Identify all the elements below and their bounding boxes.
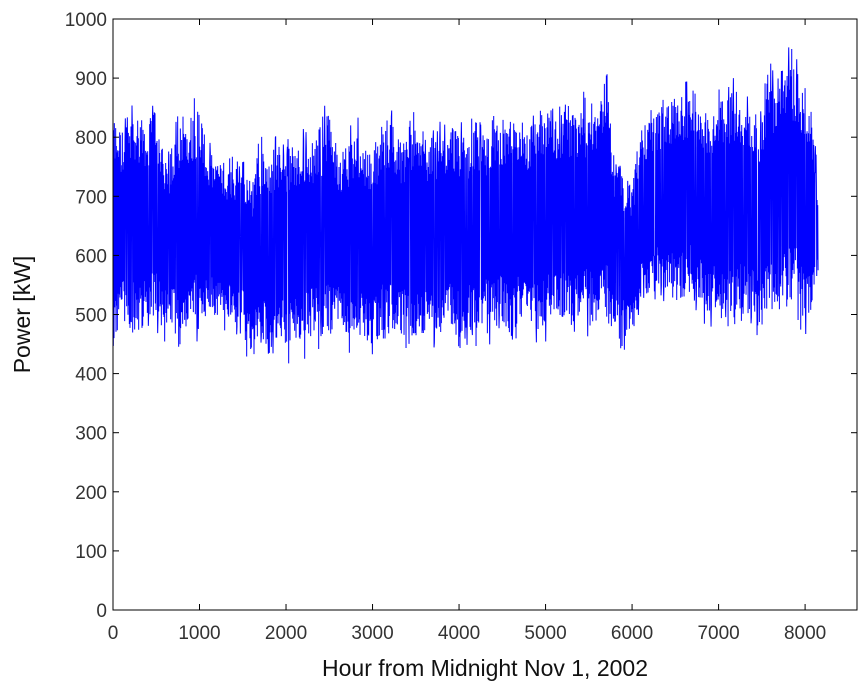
y-tick-label: 300 [75, 424, 107, 445]
x-tick-label: 3000 [351, 623, 393, 644]
y-tick-label: 600 [75, 246, 107, 267]
x-tick-label: 8000 [784, 623, 826, 644]
x-tick-label: 6000 [611, 623, 653, 644]
y-tick-label: 0 [96, 601, 107, 622]
y-tick-label: 100 [75, 542, 107, 563]
y-axis-title: Power [kW] [9, 256, 35, 374]
power-series-line [112, 47, 819, 364]
x-tick-label: 0 [108, 623, 119, 644]
y-tick-label: 200 [75, 483, 107, 504]
x-axis-ticks: 0 1000 2000 3000 4000 5000 6000 7000 8000 [108, 19, 826, 644]
data-layer [112, 47, 819, 364]
y-tick-label: 900 [75, 69, 107, 90]
x-tick-label: 4000 [438, 623, 480, 644]
y-tick-label: 500 [75, 306, 107, 327]
x-tick-label: 2000 [265, 623, 307, 644]
x-tick-label: 7000 [697, 623, 739, 644]
y-tick-label: 700 [75, 187, 107, 208]
y-axis-ticks: 0 100 200 300 400 500 600 700 800 900 1000 [65, 10, 857, 622]
y-tick-label: 400 [75, 365, 107, 386]
y-tick-label: 800 [75, 128, 107, 149]
x-axis-title: Hour from Midnight Nov 1, 2002 [322, 655, 648, 681]
y-tick-label: 1000 [65, 10, 107, 31]
x-tick-label: 1000 [178, 623, 220, 644]
x-tick-label: 5000 [524, 623, 566, 644]
